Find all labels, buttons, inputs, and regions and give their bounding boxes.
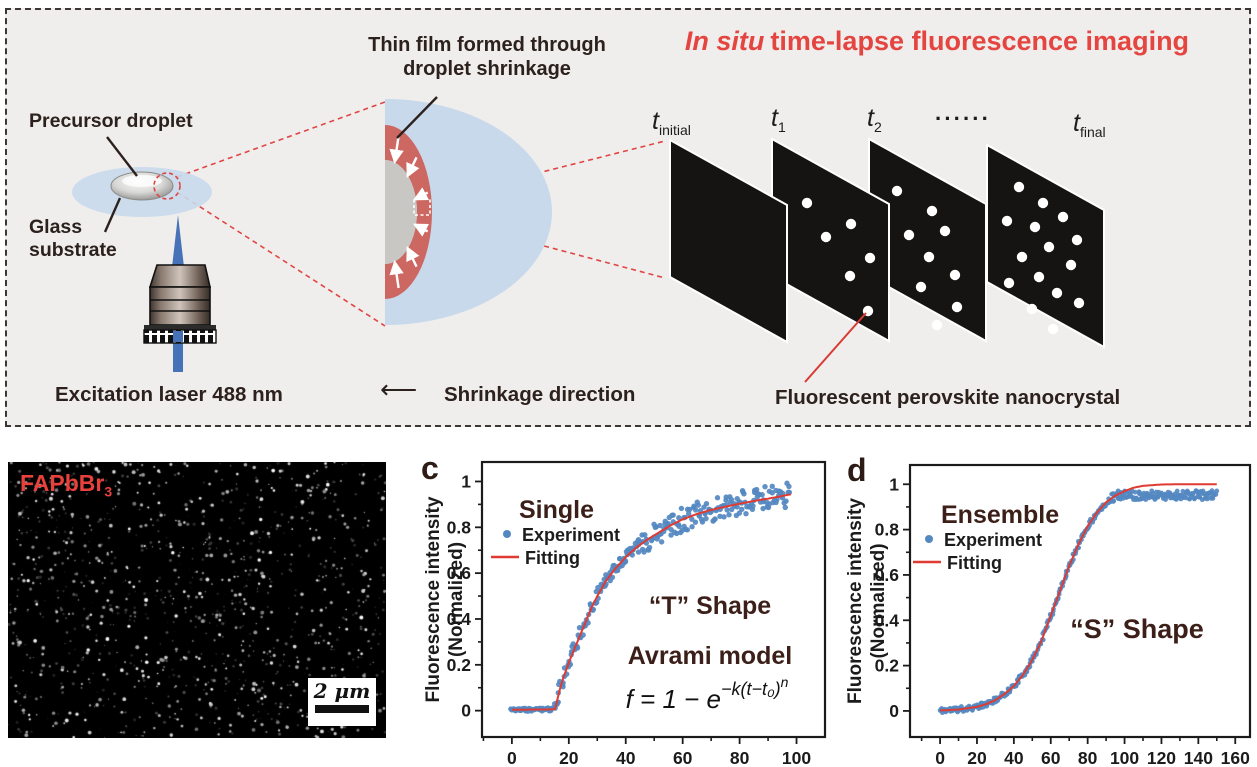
svg-text:Ensemble: Ensemble — [941, 501, 1059, 529]
zoom-projection-lines-1 — [176, 101, 386, 327]
svg-text:60: 60 — [1041, 748, 1061, 767]
svg-text:0.2: 0.2 — [875, 656, 900, 676]
sample-label: FAPbBr3 — [20, 470, 113, 500]
excitation-laser-label: Excitation laser 488 nm — [55, 383, 283, 406]
svg-text:0.8: 0.8 — [447, 517, 472, 537]
svg-text:80: 80 — [730, 748, 750, 767]
scale-bar-text: 2 μm — [313, 679, 371, 703]
svg-text:40: 40 — [1004, 748, 1024, 767]
precursor-pointer-line — [106, 136, 138, 177]
svg-text:Experiment: Experiment — [522, 525, 620, 545]
precursor-droplet-label: Precursor droplet — [29, 110, 193, 132]
frame-t_final — [986, 143, 1105, 349]
svg-text:0.2: 0.2 — [447, 655, 472, 675]
shrinkage-arrows — [389, 135, 430, 289]
zoom-region-circle — [153, 172, 181, 200]
svg-text:20: 20 — [967, 748, 987, 767]
schematic-drawing — [72, 96, 1105, 383]
svg-text:Fitting: Fitting — [947, 553, 1002, 573]
svg-text:1: 1 — [889, 474, 899, 494]
svg-text:“T” Shape: “T” Shape — [649, 592, 771, 620]
svg-text:c: c — [421, 450, 439, 486]
thin-film-label: Thin film formed through droplet shrinka… — [368, 34, 606, 80]
microscope-objective-icon — [143, 264, 217, 344]
svg-text:0.8: 0.8 — [875, 520, 900, 540]
svg-text:60: 60 — [673, 748, 693, 767]
glass-substrate-label: Glass substrate — [29, 216, 117, 261]
svg-text:0.6: 0.6 — [447, 563, 472, 583]
laser-beam — [172, 215, 184, 372]
chart-ensemble: 0 20 40 60 80 100 120 140 160 0 0.2 0.4 0.6 0.8 1 Fluor… — [845, 452, 1252, 767]
panel-title-rest: time-lapse fluorescence imaging — [770, 26, 1190, 56]
svg-text:Fluorescence intensity: Fluorescence intensity — [423, 496, 444, 702]
scale-bar: 2 μm — [308, 678, 376, 726]
panel-title: In situ time-lapse fluorescence imaging — [647, 26, 1227, 57]
scale-bar-line — [315, 705, 369, 713]
time-label-1: t1 — [771, 104, 786, 135]
svg-text:Experiment: Experiment — [944, 530, 1042, 550]
droplet-on-substrate-icon — [72, 167, 212, 217]
svg-text:d: d — [847, 452, 867, 488]
thinfilm-pointer-line — [396, 96, 438, 139]
nanocrystal-label: Fluorescent perovskite nanocrystal — [775, 386, 1121, 409]
svg-text:0.6: 0.6 — [875, 565, 900, 585]
fluorescence-micrograph: FAPbBr3 2 μm — [8, 462, 386, 738]
frame-t_initial — [669, 138, 788, 344]
svg-text:0: 0 — [507, 748, 517, 767]
time-label-2: t2 — [867, 104, 882, 135]
droplet-edge-zoom-icon — [385, 99, 552, 325]
schematic-panel: In situ time-lapse fluorescence imaging P… — [5, 8, 1251, 427]
chart-single: 0 20 40 60 80 100 0 0.2 0.4 0.6 0.8 1 Fluorescence i… — [421, 450, 827, 767]
svg-text:40: 40 — [616, 748, 636, 767]
time-ellipsis: ······ — [935, 106, 991, 131]
svg-text:0: 0 — [935, 748, 945, 767]
glass-pointer-line — [103, 197, 122, 233]
svg-text:100: 100 — [1110, 748, 1139, 767]
panel-title-italic: In situ — [684, 26, 765, 56]
svg-text:80: 80 — [1078, 748, 1098, 767]
svg-text:f = 1 − e−k(t−t₀)n: f = 1 − e−k(t−t₀)n — [626, 674, 789, 714]
svg-text:Single: Single — [519, 496, 594, 524]
nanocrystal-pointer-line — [804, 312, 867, 383]
svg-text:0.4: 0.4 — [447, 609, 472, 629]
shrinkage-arrow-icon: ⟵ — [380, 374, 418, 404]
svg-text:0.4: 0.4 — [875, 610, 900, 630]
svg-text:20: 20 — [559, 748, 579, 767]
svg-text:Avrami model: Avrami model — [628, 642, 792, 670]
svg-text:120: 120 — [1147, 748, 1176, 767]
time-label-final: tfinal — [1073, 109, 1106, 140]
svg-text:Fluorescence intensity: Fluorescence intensity — [845, 498, 866, 704]
svg-text:Fitting: Fitting — [525, 548, 580, 568]
svg-text:“S” Shape: “S” Shape — [1070, 614, 1204, 644]
svg-text:(Normalized): (Normalized) — [868, 543, 889, 658]
svg-text:0: 0 — [889, 701, 899, 721]
svg-text:160: 160 — [1221, 748, 1250, 767]
zoom-region-square — [413, 198, 431, 216]
svg-text:1: 1 — [461, 471, 471, 491]
time-lapse-frames — [669, 137, 1105, 349]
svg-text:(Normalized): (Normalized) — [446, 542, 467, 657]
svg-text:100: 100 — [782, 748, 811, 767]
shrinkage-direction-label: Shrinkage direction — [444, 383, 636, 406]
svg-text:140: 140 — [1184, 748, 1213, 767]
svg-text:0: 0 — [461, 701, 471, 721]
time-label-initial: tinitial — [652, 107, 691, 138]
